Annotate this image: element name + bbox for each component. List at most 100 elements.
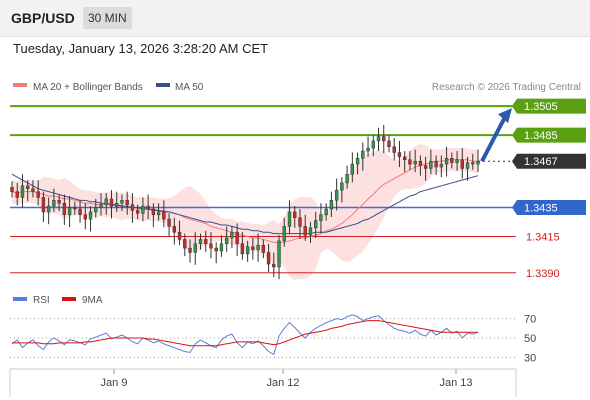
chart-header: GBP/USD 30 MIN	[0, 0, 590, 37]
candle-body	[334, 189, 339, 201]
candle-body	[99, 204, 103, 208]
level-label: 1.3390	[526, 268, 560, 280]
candle-body	[26, 185, 30, 189]
candle-body	[298, 217, 302, 227]
candle-body	[31, 188, 35, 192]
timestamp: Tuesday, January 13, 2026 3:28:20 AM CET	[13, 41, 269, 56]
candle-body	[319, 214, 323, 221]
candle-body	[371, 140, 375, 149]
symbol-title: GBP/USD	[11, 10, 75, 26]
candle-body	[429, 160, 433, 169]
candle-body	[387, 140, 391, 147]
level-label: 1.3435	[524, 203, 558, 215]
rsi-legend-swatch	[13, 297, 27, 301]
candle-body	[266, 252, 271, 265]
candle-body	[413, 160, 417, 165]
level-label: 1.3505	[524, 101, 558, 113]
candle-body	[287, 211, 292, 227]
candle-body	[439, 163, 444, 168]
candle-body	[46, 205, 51, 213]
candle-body	[455, 159, 459, 163]
ma20-legend-label: MA 20 + Bollinger Bands	[33, 82, 143, 93]
candle-body	[340, 182, 344, 191]
rsi-line	[11, 314, 479, 356]
rsi-tick-label: 50	[524, 333, 536, 345]
candle-body	[450, 158, 454, 163]
candle-body	[224, 237, 229, 245]
candle-body	[94, 207, 98, 213]
candle-body	[135, 210, 140, 214]
ma20-legend-swatch	[13, 83, 27, 87]
candle-body	[256, 244, 260, 250]
candle-body	[36, 191, 40, 198]
candle-body	[423, 165, 428, 169]
candle-body	[115, 202, 119, 207]
forecast-arrow	[480, 114, 508, 163]
level-label: 1.3415	[526, 232, 560, 244]
rsi-9ma-line	[12, 320, 478, 347]
ma50-line	[11, 173, 479, 235]
candle-body	[392, 146, 396, 153]
candle-body	[382, 136, 386, 142]
candle-body	[188, 247, 192, 253]
forecast-arrow-head	[498, 108, 512, 124]
candle-body	[361, 150, 365, 159]
candle-body	[366, 147, 370, 152]
candle-body	[324, 208, 328, 216]
candle-body	[10, 187, 14, 192]
ma50-legend-label: MA 50	[175, 82, 204, 93]
candle-body	[151, 208, 156, 216]
candle-body	[245, 246, 250, 255]
candle-body	[355, 158, 360, 165]
level-label-box	[512, 98, 586, 114]
candle-body	[408, 159, 412, 165]
candle-body	[141, 205, 145, 214]
rsi-legend-label: RSI	[33, 295, 50, 306]
candle-body	[230, 231, 234, 239]
candle-body	[329, 200, 334, 210]
timeframe-button[interactable]: 30 MIN	[83, 7, 132, 29]
candle-body	[251, 246, 255, 250]
candle-body	[240, 243, 245, 255]
x-tick-label: Jan 12	[266, 377, 299, 389]
candle-body	[162, 211, 166, 220]
candle-body	[235, 231, 239, 245]
candle-body	[57, 200, 61, 204]
rsi-tick-label: 30	[524, 352, 536, 364]
candle-body	[209, 243, 213, 249]
candle-body	[62, 202, 67, 216]
candle-body	[204, 239, 208, 245]
bollinger-band	[12, 144, 478, 280]
candle-body	[125, 200, 129, 205]
x-tick-label: Jan 13	[439, 377, 472, 389]
candle-body	[214, 247, 218, 252]
candle-body	[198, 239, 203, 245]
candle-body	[146, 205, 150, 210]
rsi-ma-legend-swatch	[62, 297, 76, 301]
copyright-label: Research © 2026 Trading Central	[432, 82, 581, 93]
candle-body	[313, 220, 318, 229]
candle-body	[193, 243, 197, 253]
candle-body	[52, 200, 56, 207]
candle-body	[83, 214, 87, 220]
candle-body	[78, 208, 82, 216]
candle-body	[444, 158, 449, 165]
rsi-tick-label: 70	[524, 314, 536, 326]
candle-body	[73, 207, 77, 210]
ma50-legend-swatch	[156, 83, 170, 87]
candle-body	[465, 162, 470, 169]
candle-body	[471, 162, 475, 165]
candle-body	[345, 173, 349, 184]
candle-body	[397, 152, 402, 158]
candle-body	[418, 160, 423, 166]
candle-body	[282, 226, 286, 242]
candle-body	[88, 211, 93, 220]
candle-body	[15, 191, 19, 198]
candle-body	[183, 239, 187, 249]
candle-body	[303, 226, 307, 236]
level-label: 1.3467	[524, 156, 558, 168]
candle-body	[219, 243, 224, 252]
candle-body	[476, 160, 480, 165]
candle-body	[167, 218, 171, 227]
